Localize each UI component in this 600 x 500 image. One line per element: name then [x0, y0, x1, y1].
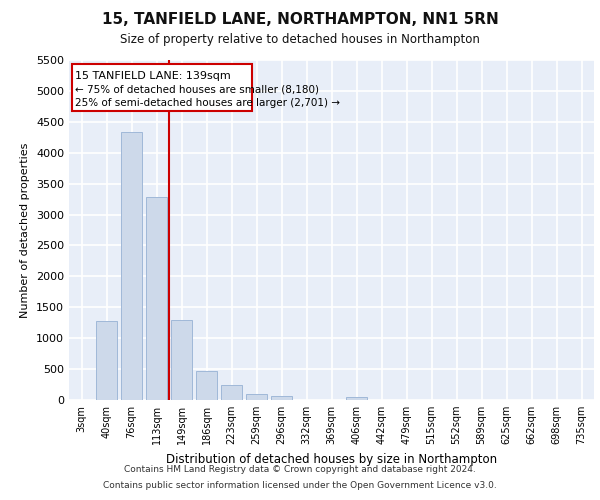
- Bar: [171, 320, 192, 400]
- Bar: [146, 196, 167, 400]
- Text: Contains public sector information licensed under the Open Government Licence v3: Contains public sector information licen…: [103, 480, 497, 490]
- Bar: [271, 396, 292, 400]
- X-axis label: Distribution of detached houses by size in Northampton: Distribution of detached houses by size …: [166, 452, 497, 466]
- Bar: [346, 396, 367, 400]
- Bar: [246, 394, 267, 400]
- Text: 25% of semi-detached houses are larger (2,701) →: 25% of semi-detached houses are larger (…: [75, 98, 340, 108]
- Bar: [96, 322, 117, 400]
- Bar: [221, 386, 242, 400]
- Text: Size of property relative to detached houses in Northampton: Size of property relative to detached ho…: [120, 32, 480, 46]
- Text: 15, TANFIELD LANE, NORTHAMPTON, NN1 5RN: 15, TANFIELD LANE, NORTHAMPTON, NN1 5RN: [101, 12, 499, 28]
- Text: Contains HM Land Registry data © Crown copyright and database right 2024.: Contains HM Land Registry data © Crown c…: [124, 466, 476, 474]
- Bar: [196, 370, 217, 400]
- Text: 15 TANFIELD LANE: 139sqm: 15 TANFIELD LANE: 139sqm: [75, 70, 231, 81]
- Y-axis label: Number of detached properties: Number of detached properties: [20, 142, 31, 318]
- FancyBboxPatch shape: [71, 64, 251, 112]
- Bar: [121, 132, 142, 400]
- Text: ← 75% of detached houses are smaller (8,180): ← 75% of detached houses are smaller (8,…: [75, 84, 319, 94]
